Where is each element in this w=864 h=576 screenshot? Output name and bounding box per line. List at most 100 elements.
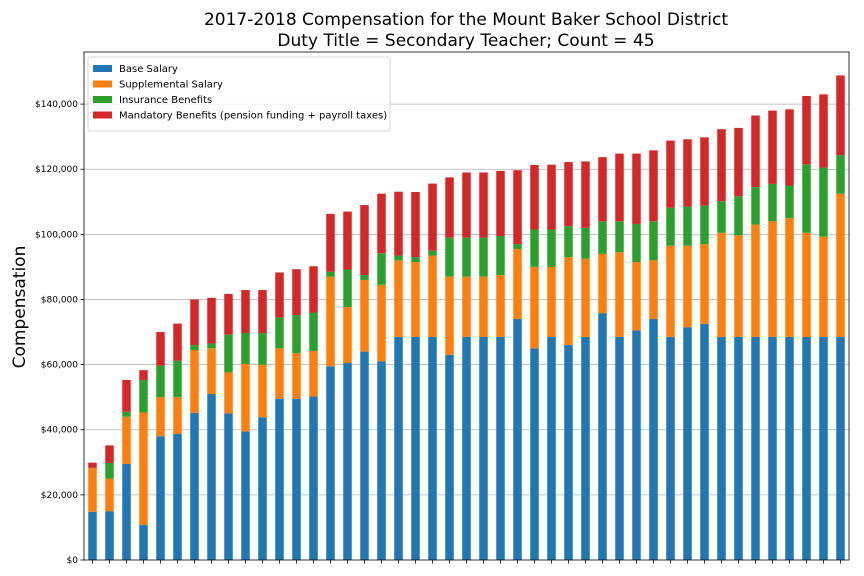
bar-segment-series-3 <box>377 193 386 254</box>
bar-segment-series-2 <box>751 187 760 225</box>
bar-segment-series-1 <box>836 193 845 337</box>
bar-segment-series-1 <box>717 232 726 337</box>
y-tick-label: $0 <box>67 556 79 566</box>
bar-segment-series-0 <box>156 436 165 560</box>
bar-segment-series-0 <box>734 336 743 560</box>
bar-segment-series-1 <box>632 262 641 331</box>
bar-segment-series-0 <box>649 319 658 560</box>
bar-segment-series-0 <box>309 396 318 560</box>
bar-segment-series-3 <box>649 150 658 222</box>
bar-segment-series-0 <box>360 351 369 560</box>
bar-segment-series-2 <box>564 226 573 258</box>
bar-segment-series-2 <box>734 196 743 236</box>
bar-segment-series-3 <box>224 293 233 335</box>
bar-segment-series-1 <box>768 221 777 337</box>
bar-segment-series-3 <box>700 137 709 206</box>
bar-segment-series-2 <box>275 317 284 349</box>
bar-segment-series-0 <box>683 327 692 560</box>
bar-segment-series-3 <box>836 75 845 156</box>
bar-segment-series-0 <box>598 313 607 560</box>
bar-segment-series-0 <box>122 463 131 560</box>
y-tick-label: $120,000 <box>35 165 78 175</box>
bar-segment-series-3 <box>445 177 454 238</box>
bar-segment-series-1 <box>207 348 216 394</box>
bar-segment-series-3 <box>564 162 573 227</box>
y-tick-label: $140,000 <box>35 100 78 110</box>
bar-segment-series-3 <box>615 153 624 222</box>
bar-segment-series-3 <box>326 213 335 272</box>
bar-segment-series-3 <box>258 290 267 334</box>
bar-segment-series-2 <box>105 462 114 479</box>
chart-title-group: 2017-2018 Compensation for the Mount Bak… <box>204 10 728 51</box>
bar-segment-series-3 <box>343 211 352 270</box>
bar-segment-series-3 <box>394 191 403 256</box>
bar-segment-series-2 <box>241 333 250 364</box>
bar-segment-series-2 <box>479 237 488 277</box>
bar-segment-series-1 <box>377 284 386 362</box>
bar-segment-series-3 <box>241 290 250 334</box>
bar-segment-series-3 <box>717 129 726 202</box>
bar-segment-series-2 <box>666 207 675 246</box>
bar-segment-series-0 <box>496 336 505 560</box>
bar-segment-series-0 <box>717 336 726 560</box>
bar-segment-series-1 <box>105 478 114 512</box>
bar-segment-series-2 <box>513 244 522 250</box>
bars <box>88 75 845 560</box>
bar-segment-series-3 <box>530 164 539 230</box>
bar-segment-series-1 <box>190 349 199 413</box>
bar-segment-series-2 <box>581 227 590 259</box>
bar-segment-series-3 <box>462 172 471 238</box>
bar-segment-series-3 <box>428 183 437 251</box>
axes: $0 $20,000 $40,000 $60,000 $80,000 $100,000 $1… <box>35 51 850 566</box>
bar-segment-series-3 <box>666 140 675 208</box>
chart-subtitle: Duty Title = Secondary Teacher; Count = … <box>277 31 654 51</box>
bar-segment-series-3 <box>173 323 182 361</box>
y-tick-label: $20,000 <box>41 491 78 501</box>
bar-segment-series-3 <box>411 192 420 258</box>
bar-segment-series-1 <box>224 372 233 414</box>
bar-segment-series-0 <box>768 336 777 560</box>
bar-segment-series-0 <box>394 336 403 560</box>
bar-segment-series-1 <box>309 350 318 397</box>
legend: Base Salary Supplemental Salary Insurance … <box>87 56 391 132</box>
bar-segment-series-0 <box>819 336 828 560</box>
bar-segment-series-1 <box>819 236 828 337</box>
bar-segment-series-3 <box>598 157 607 222</box>
bar-segment-series-1 <box>615 252 624 337</box>
y-tick-label: $40,000 <box>41 426 78 436</box>
bar-segment-series-3 <box>768 110 777 184</box>
bar-segment-series-0 <box>224 413 233 560</box>
bar-segment-series-2 <box>292 315 301 354</box>
bar-segment-series-0 <box>377 361 386 560</box>
bar-segment-series-3 <box>734 127 743 197</box>
bar-segment-series-0 <box>479 336 488 560</box>
bar-segment-series-3 <box>547 164 556 230</box>
bar-segment-series-2 <box>173 360 182 398</box>
bar-segment-series-1 <box>785 218 794 337</box>
bar-segment-series-2 <box>445 237 454 277</box>
bar-segment-series-1 <box>394 260 403 337</box>
bar-segment-series-2 <box>139 379 148 413</box>
legend-label-3: Mandatory Benefits (pension funding + pa… <box>119 111 387 122</box>
bar-segment-series-1 <box>343 306 352 363</box>
bar-segment-series-3 <box>581 161 590 228</box>
bar-segment-series-3 <box>683 139 692 207</box>
bar-segment-series-2 <box>785 185 794 219</box>
bar-segment-series-3 <box>139 370 148 380</box>
bar-segment-series-1 <box>564 257 573 346</box>
bar-segment-series-0 <box>615 336 624 560</box>
bar-segment-series-2 <box>428 250 437 256</box>
bar-segment-series-1 <box>734 235 743 337</box>
bar-segment-series-1 <box>411 262 420 337</box>
bar-segment-series-3 <box>496 170 505 236</box>
bar-segment-series-3 <box>785 109 794 186</box>
bar-segment-series-0 <box>207 393 216 560</box>
bar-segment-series-1 <box>496 275 505 337</box>
bar-segment-series-2 <box>377 253 386 285</box>
bar-segment-series-2 <box>462 237 471 277</box>
bar-segment-series-2 <box>615 221 624 253</box>
y-tick-label: $60,000 <box>41 361 78 371</box>
bar-segment-series-1 <box>139 412 148 525</box>
bar-segment-series-3 <box>156 332 165 366</box>
bar-segment-series-3 <box>105 445 114 463</box>
